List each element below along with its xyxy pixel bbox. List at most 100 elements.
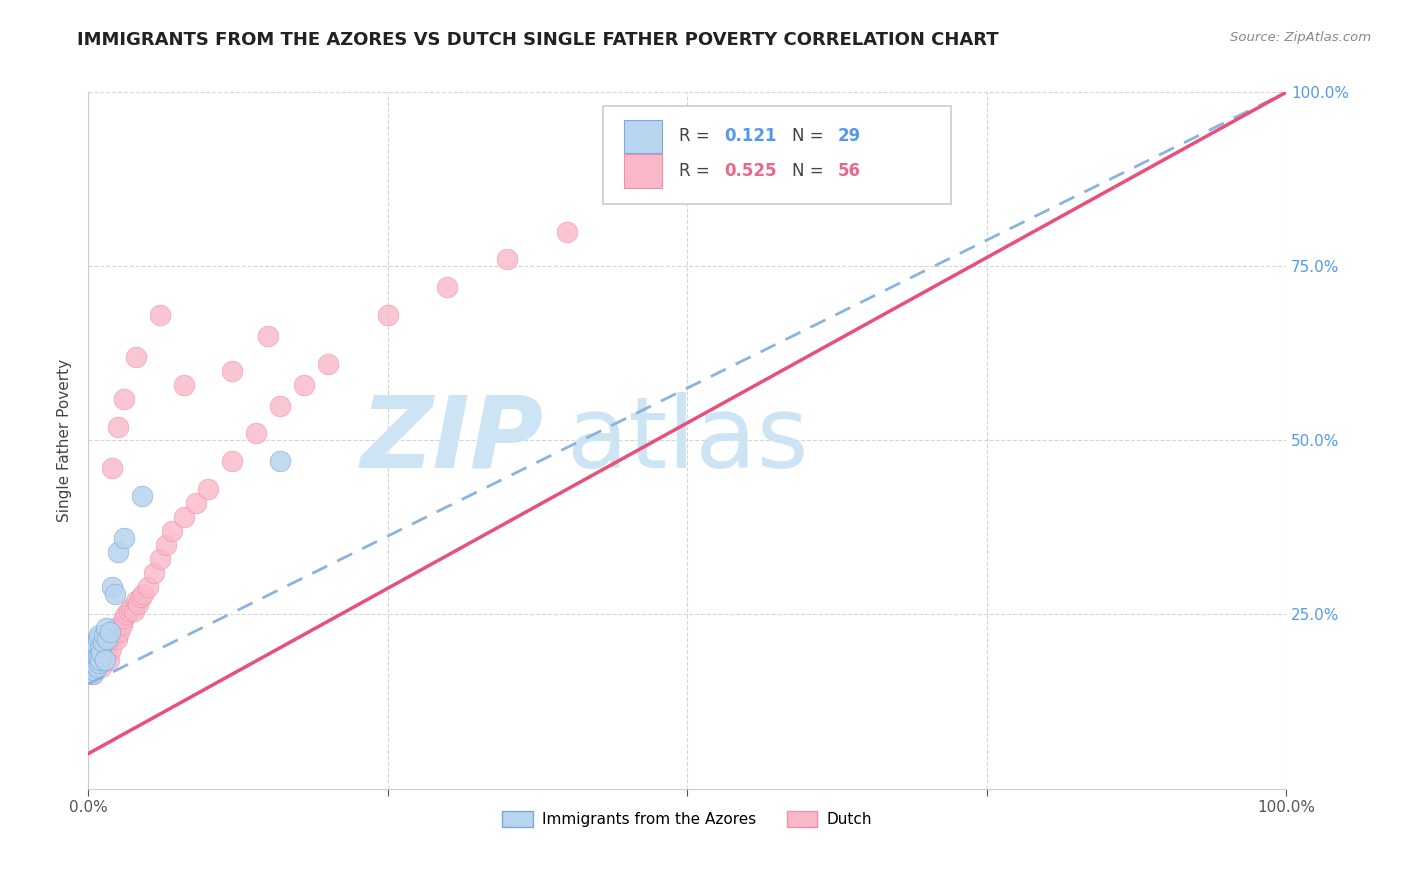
Point bbox=[91, 635, 114, 649]
Point bbox=[132, 586, 155, 600]
Point bbox=[107, 419, 129, 434]
Point bbox=[87, 628, 110, 642]
Point bbox=[100, 642, 122, 657]
Point bbox=[105, 632, 128, 646]
Point bbox=[82, 666, 104, 681]
Point bbox=[143, 566, 166, 580]
Point bbox=[245, 426, 267, 441]
Point bbox=[80, 653, 103, 667]
Point bbox=[90, 646, 112, 660]
Point bbox=[131, 489, 153, 503]
Point bbox=[103, 586, 125, 600]
Text: Source: ZipAtlas.com: Source: ZipAtlas.com bbox=[1230, 31, 1371, 45]
Point bbox=[377, 308, 399, 322]
Point bbox=[89, 642, 111, 657]
Y-axis label: Single Father Poverty: Single Father Poverty bbox=[58, 359, 72, 522]
Text: N =: N = bbox=[793, 128, 830, 145]
Point bbox=[101, 628, 124, 642]
Point bbox=[136, 580, 159, 594]
Legend: Immigrants from the Azores, Dutch: Immigrants from the Azores, Dutch bbox=[496, 805, 877, 833]
Text: 56: 56 bbox=[838, 162, 860, 180]
Point bbox=[103, 621, 125, 635]
Point bbox=[80, 666, 103, 681]
FancyBboxPatch shape bbox=[603, 106, 950, 203]
Point bbox=[89, 653, 111, 667]
Point bbox=[269, 454, 291, 468]
Point bbox=[89, 642, 111, 657]
Point bbox=[316, 357, 339, 371]
Text: 0.121: 0.121 bbox=[724, 128, 776, 145]
Point bbox=[83, 642, 105, 657]
Point bbox=[269, 399, 291, 413]
Point bbox=[160, 524, 183, 538]
Point bbox=[87, 657, 110, 671]
Point bbox=[101, 461, 124, 475]
Point bbox=[155, 538, 177, 552]
Point bbox=[84, 635, 107, 649]
Point bbox=[98, 624, 121, 639]
Point bbox=[82, 657, 104, 671]
Text: N =: N = bbox=[793, 162, 830, 180]
Point bbox=[101, 580, 124, 594]
Point bbox=[149, 551, 172, 566]
Point bbox=[555, 225, 578, 239]
Point bbox=[87, 632, 110, 646]
Point bbox=[127, 597, 149, 611]
Point bbox=[91, 646, 114, 660]
Point bbox=[87, 657, 110, 671]
Point bbox=[111, 618, 134, 632]
Point bbox=[256, 329, 278, 343]
Point bbox=[149, 308, 172, 322]
Point bbox=[93, 628, 115, 642]
Point bbox=[83, 663, 105, 677]
Text: ZIP: ZIP bbox=[360, 392, 543, 489]
Point bbox=[93, 653, 115, 667]
Point bbox=[94, 653, 117, 667]
Point bbox=[86, 659, 108, 673]
Point bbox=[87, 649, 110, 664]
Point bbox=[173, 377, 195, 392]
Point bbox=[84, 649, 107, 664]
Point bbox=[98, 632, 121, 646]
Point bbox=[90, 659, 112, 673]
Point bbox=[94, 639, 117, 653]
Point bbox=[86, 659, 108, 673]
Point bbox=[115, 607, 138, 622]
Text: 29: 29 bbox=[838, 128, 862, 145]
Point bbox=[97, 653, 120, 667]
Point bbox=[221, 364, 243, 378]
Point bbox=[87, 653, 110, 667]
Point bbox=[82, 646, 104, 660]
Point bbox=[94, 646, 117, 660]
Point bbox=[96, 632, 118, 646]
Point bbox=[122, 604, 145, 618]
Point bbox=[184, 496, 207, 510]
Point bbox=[173, 510, 195, 524]
Point bbox=[86, 639, 108, 653]
Point bbox=[125, 593, 148, 607]
Bar bbox=[624, 154, 662, 187]
Point bbox=[108, 624, 131, 639]
Point bbox=[125, 350, 148, 364]
Point bbox=[129, 590, 152, 604]
Point bbox=[118, 604, 141, 618]
Text: atlas: atlas bbox=[567, 392, 808, 489]
Text: 0.525: 0.525 bbox=[724, 162, 776, 180]
Point bbox=[107, 545, 129, 559]
Point bbox=[120, 600, 142, 615]
Point bbox=[84, 657, 107, 671]
Point bbox=[112, 392, 135, 406]
Point bbox=[112, 531, 135, 545]
Text: IMMIGRANTS FROM THE AZORES VS DUTCH SINGLE FATHER POVERTY CORRELATION CHART: IMMIGRANTS FROM THE AZORES VS DUTCH SING… bbox=[77, 31, 998, 49]
Point bbox=[436, 280, 458, 294]
Text: R =: R = bbox=[679, 162, 714, 180]
Point bbox=[96, 635, 118, 649]
Point bbox=[221, 454, 243, 468]
Point bbox=[83, 663, 105, 677]
Bar bbox=[624, 120, 662, 153]
Point bbox=[496, 252, 519, 267]
Point bbox=[197, 482, 219, 496]
Point bbox=[79, 659, 101, 673]
Point bbox=[292, 377, 315, 392]
Text: R =: R = bbox=[679, 128, 714, 145]
